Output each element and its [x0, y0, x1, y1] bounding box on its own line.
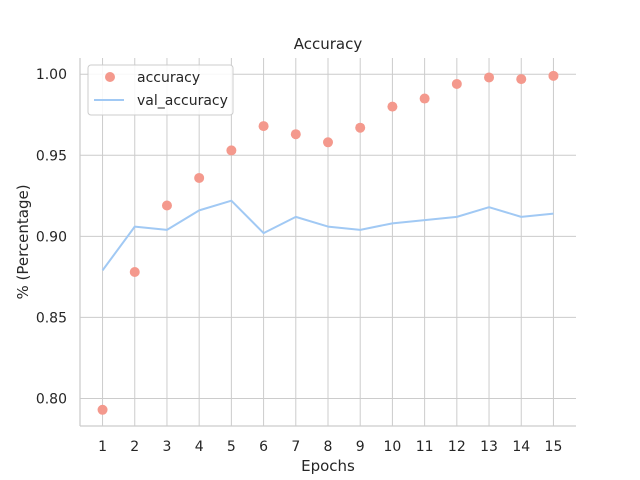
x-axis-label: Epochs	[301, 457, 355, 475]
legend-label-accuracy: accuracy	[137, 70, 200, 86]
accuracy-point-4	[194, 172, 205, 183]
y-tick-label-4: 0.95	[36, 148, 67, 164]
accuracy-point-13	[484, 72, 495, 83]
accuracy-point-10	[387, 101, 398, 112]
accuracy-point-15	[548, 70, 559, 81]
val-accuracy-line	[101, 199, 554, 271]
x-tick-label-14: 14	[512, 439, 530, 455]
x-tick-label-10: 10	[384, 439, 402, 455]
x-tick-label-13: 13	[480, 439, 498, 455]
y-tick-label-5: 1.00	[36, 67, 67, 83]
accuracy-point-3	[161, 200, 172, 211]
y-tick-labels: 0.80 0.85 0.90 0.95 1.00	[36, 67, 67, 407]
x-tick-label-12: 12	[448, 439, 466, 455]
accuracy-point-8	[323, 137, 333, 148]
accuracy-point-2	[129, 266, 140, 277]
y-tick-label-3: 0.90	[36, 229, 67, 245]
y-tick-label-2: 0.85	[36, 310, 67, 326]
x-tick-label-11: 11	[416, 439, 434, 455]
x-tick-label-8: 8	[324, 439, 333, 455]
x-tick-label-15: 15	[545, 439, 563, 455]
chart-title: Accuracy	[294, 35, 363, 53]
legend-label-val-accuracy: val_accuracy	[137, 93, 228, 109]
x-tick-label-3: 3	[163, 439, 172, 455]
legend-box	[87, 64, 234, 116]
y-tick-label-1: 0.80	[36, 391, 67, 407]
accuracy-point-5	[226, 145, 237, 156]
accuracy-point-7	[290, 129, 301, 140]
accuracy-point-12	[451, 78, 462, 89]
val-accuracy-series	[101, 199, 554, 271]
legend-marker-accuracy	[105, 72, 115, 82]
x-tick-label-6: 6	[259, 439, 268, 455]
x-tick-labels: 1 2 3 4 5 6 7 8 9 10 11 12 13 14 15	[98, 439, 562, 455]
x-tick-label-2: 2	[130, 439, 139, 455]
grid	[80, 58, 576, 426]
accuracy-series	[97, 70, 559, 415]
x-tick-label-7: 7	[291, 439, 300, 455]
x-tick-label-4: 4	[195, 439, 204, 455]
accuracy-point-6	[258, 121, 269, 132]
accuracy-point-11	[419, 93, 430, 104]
x-tick-label-1: 1	[98, 439, 107, 455]
x-tick-label-9: 9	[356, 439, 365, 455]
accuracy-point-9	[355, 122, 366, 133]
axes	[79, 58, 576, 427]
legend: accuracy val_accuracy	[87, 64, 234, 116]
y-axis-label: % (Percentage)	[14, 184, 32, 299]
x-tick-label-5: 5	[227, 439, 236, 455]
accuracy-point-14	[516, 74, 527, 85]
accuracy-point-1	[97, 404, 108, 415]
